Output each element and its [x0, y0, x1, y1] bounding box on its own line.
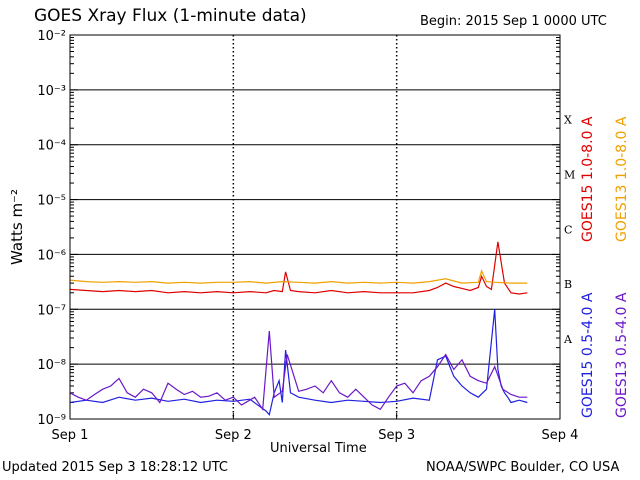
series-line [69, 309, 528, 416]
updated-timestamp: Updated 2015 Sep 3 18:28:12 UTC [2, 460, 229, 475]
series-line [69, 331, 528, 412]
x-tick-label: Sep 4 [542, 428, 579, 443]
y-tick-label: 10⁻⁵ [37, 194, 66, 209]
flare-class-label: C [564, 223, 572, 236]
series-line [69, 241, 528, 295]
x-tick-label: Sep 1 [52, 428, 89, 443]
y-axis-label: Watts m⁻² [8, 189, 26, 265]
y-tick-label: 10⁻⁹ [37, 413, 66, 428]
y-tick-label: 10⁻² [37, 29, 66, 44]
legend-entry: GOES15 0.5-4.0 A [580, 292, 596, 418]
y-tick-label: 10⁻⁶ [37, 248, 66, 263]
flare-class-label: M [564, 168, 575, 181]
plot-frame [69, 34, 561, 420]
y-tick-label: 10⁻³ [37, 84, 66, 99]
flare-class-label: B [564, 278, 572, 291]
flare-class-label: A [563, 333, 573, 346]
legend-entry: GOES13 1.0-8.0 A [614, 116, 630, 242]
x-axis-label: Universal Time [270, 441, 367, 456]
x-tick-label: Sep 2 [215, 428, 252, 443]
y-tick-label: 10⁻⁴ [37, 139, 66, 154]
chart-title: GOES Xray Flux (1-minute data) [34, 6, 307, 26]
begin-time: Begin: 2015 Sep 1 0000 UTC [420, 14, 607, 29]
legend-entry: GOES15 1.0-8.0 A [580, 116, 596, 242]
legend-entry: GOES13 0.5-4.0 A [614, 292, 630, 418]
credit-text: NOAA/SWPC Boulder, CO USA [426, 460, 620, 475]
y-tick-label: 10⁻⁷ [37, 303, 66, 318]
x-tick-label: Sep 3 [378, 428, 415, 443]
y-tick-label: 10⁻⁸ [37, 358, 66, 373]
flare-class-label: X [564, 114, 572, 127]
series-line [69, 269, 528, 284]
